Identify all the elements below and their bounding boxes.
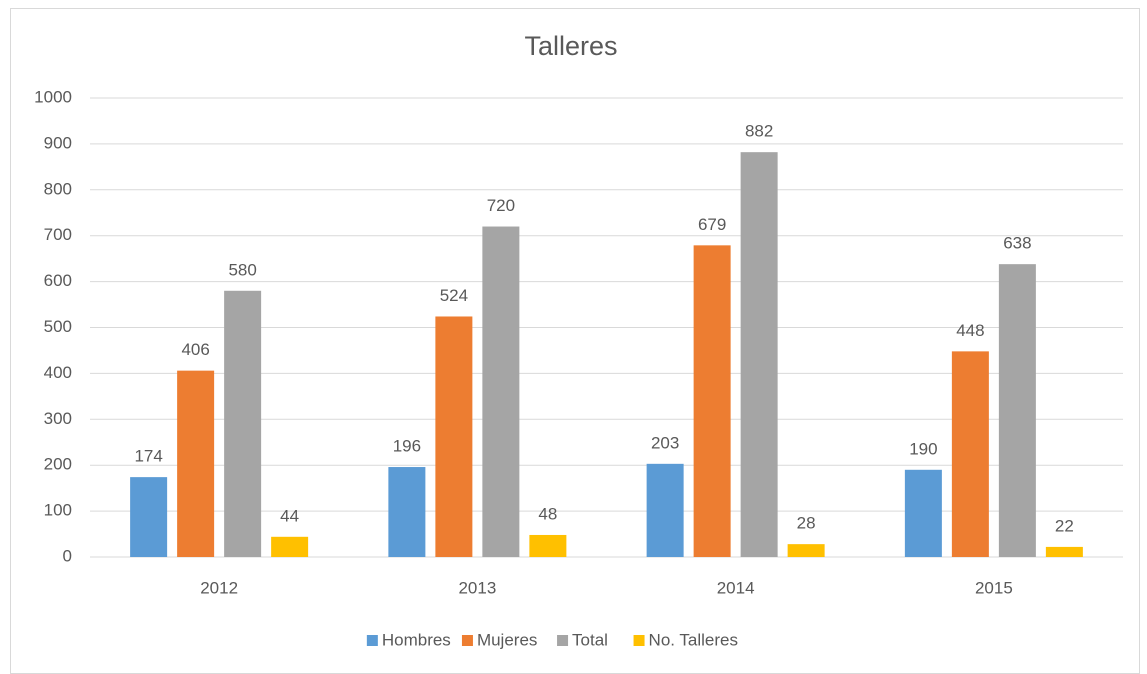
legend-swatch (557, 635, 569, 646)
bar (271, 536, 309, 557)
y-tick-label: 1000 (34, 87, 72, 106)
data-label: 720 (487, 196, 515, 215)
data-label: 196 (393, 437, 421, 456)
data-label: 44 (280, 506, 299, 525)
x-tick-label: 2015 (975, 578, 1013, 597)
legend-swatch (633, 635, 645, 646)
bar (130, 477, 168, 557)
chart-border (10, 8, 1140, 674)
bar (388, 467, 426, 557)
legend-label: No. Talleres (649, 630, 738, 649)
y-tick-label: 100 (44, 501, 72, 520)
bar (740, 152, 778, 558)
x-tick-label: 2013 (458, 578, 496, 597)
y-tick-label: 300 (44, 409, 72, 428)
legend-swatch (366, 635, 378, 646)
y-tick-label: 700 (44, 225, 72, 244)
bar (529, 534, 567, 557)
data-label: 638 (1003, 234, 1031, 253)
data-label: 679 (698, 215, 726, 234)
bar (224, 290, 262, 557)
y-tick-label: 0 (63, 546, 72, 565)
y-tick-label: 500 (44, 317, 72, 336)
bar (646, 463, 684, 557)
y-tick-label: 200 (44, 455, 72, 474)
legend-label: Total (572, 630, 608, 649)
data-label: 203 (651, 433, 679, 452)
legend-label: Hombres (382, 630, 451, 649)
data-label: 28 (797, 514, 816, 533)
data-label: 190 (909, 439, 937, 458)
data-label: 22 (1055, 516, 1074, 535)
data-label: 448 (956, 321, 984, 340)
bar (435, 316, 473, 557)
x-tick-label: 2014 (717, 578, 755, 597)
bar (787, 544, 825, 557)
y-tick-label: 900 (44, 133, 72, 152)
y-tick-label: 600 (44, 271, 72, 290)
bar (904, 469, 942, 557)
data-label: 882 (745, 122, 773, 141)
x-tick-label: 2012 (200, 578, 238, 597)
y-tick-label: 800 (44, 179, 72, 198)
bar (951, 351, 989, 557)
data-label: 174 (134, 447, 162, 466)
data-label: 524 (440, 286, 468, 305)
data-label: 406 (181, 340, 209, 359)
bar (998, 264, 1036, 557)
bar (177, 370, 215, 557)
bar (1045, 546, 1083, 557)
data-label: 48 (538, 504, 557, 523)
y-tick-label: 400 (44, 363, 72, 382)
bar (693, 245, 731, 558)
legend-swatch (461, 635, 473, 646)
data-label: 580 (228, 260, 256, 279)
bar (482, 226, 520, 557)
chart-title: Talleres (524, 31, 617, 61)
legend-label: Mujeres (477, 630, 537, 649)
